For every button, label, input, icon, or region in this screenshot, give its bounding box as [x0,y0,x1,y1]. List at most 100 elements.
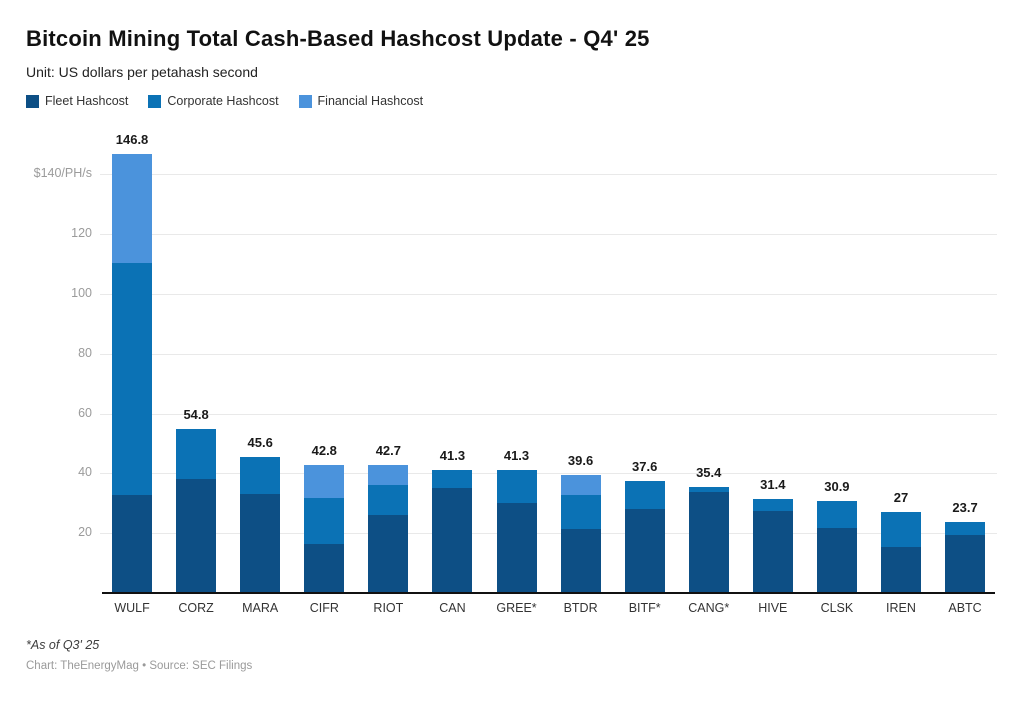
bar-CORZ [176,429,217,593]
x-axis-label-CANG: CANG* [688,601,730,615]
bar-slot-CORZ: 54.8 [164,133,228,593]
x-axis-label-CAN: CAN [439,601,466,615]
bar-total-label: 42.7 [375,443,401,459]
bar-slot-GREE: 41.3 [484,133,548,593]
gridline-140 [100,174,997,176]
bar-segment-corporate-hashcost [496,469,537,504]
bar-total-label: 35.4 [696,465,722,481]
bar-slot-CANG: 35.4 [677,133,741,593]
legend-label: Financial Hashcost [317,94,424,108]
bar-total-label: 54.8 [183,407,209,423]
bar-total-label: 39.6 [567,452,594,468]
bar-IREN [880,512,921,593]
bar-segment-corporate-hashcost [880,512,921,547]
bar-CAN [432,469,473,593]
bars-layer: 146.8 54.8 45.6 42.8 42.7 41.3 41.3 39.6 37.6 35.… [100,132,997,593]
bar-slot-WULF: 146.8 [100,132,164,593]
x-axis-label-BITF: BITF* [628,601,661,615]
bar-segment-fleet-hashcost [945,535,986,593]
bar-slot-HIVE: 31.4 [741,133,805,593]
bar-segment-corporate-hashcost [688,487,729,493]
bar-segment-fleet-hashcost [368,515,409,593]
bar-segment-corporate-hashcost [304,498,345,545]
bar-CANG [688,487,729,593]
bar-HIVE [752,499,793,593]
plot-area: 20 40 60 80 100 120 $140/PH/s 146.8 54.8 45.6 42.… [34,132,997,594]
legend-swatch-icon [26,94,39,108]
bar-segment-fleet-hashcost [816,527,857,593]
bar-segment-corporate-hashcost [176,429,217,479]
footnote: *As of Q3' 25 [26,638,100,652]
bar-total-label: 41.3 [439,447,466,463]
bar-segment-financial-hashcost [304,465,345,499]
bar-total-label: 27 [893,490,909,506]
legend-item-financial-hashcost: Financial Hashcost [298,94,424,108]
bar-segment-corporate-hashcost [240,456,281,495]
gridline-80 [100,353,997,355]
bar-GREE [496,469,537,593]
bar-total-label: 42.8 [311,443,337,459]
bar-segment-financial-hashcost [560,474,601,496]
bar-segment-fleet-hashcost [688,492,729,593]
bar-segment-corporate-hashcost [368,485,409,516]
bar-slot-BITF: 37.6 [613,133,677,593]
bar-slot-CAN: 41.3 [420,133,484,593]
bar-BITF [624,480,665,593]
bar-RIOT [368,465,409,593]
legend-label: Corporate Hashcost [167,94,279,108]
bar-total-label: 23.7 [952,500,978,516]
bar-ABTC [945,522,986,593]
y-tick-label-80: 80 [78,345,92,360]
legend-swatch-icon [298,94,312,108]
bar-segment-corporate-hashcost [816,500,857,528]
gridline-100 [100,294,997,295]
x-axis-label-IREN: IREN [886,601,916,615]
legend: Fleet Hashcost Corporate Hashcost Financia… [26,94,423,108]
x-axis-label-WULF: WULF [114,601,150,615]
bar-CIFR [304,465,345,593]
gridline-120 [100,234,997,236]
y-tick-label-100: 100 [71,286,92,300]
x-axis-label-GREE: GREE* [496,601,537,615]
gridline-40 [100,473,997,475]
bar-segment-fleet-hashcost [112,494,153,593]
bar-total-label: 30.9 [824,478,850,494]
bar-total-label: 31.4 [760,477,786,493]
bar-slot-MARA: 45.6 [228,133,292,593]
bar-segment-fleet-hashcost [560,528,601,593]
bar-total-label: 41.3 [503,447,530,463]
x-axis-label-RIOT: RIOT [373,601,404,615]
bar-MARA [240,456,281,593]
bar-total-label: 37.6 [632,458,658,474]
y-tick-label-140: $140/PH/s [33,166,92,181]
bar-slot-CIFR: 42.8 [292,133,356,593]
bar-segment-corporate-hashcost [624,480,665,510]
legend-item-corporate-hashcost: Corporate Hashcost [148,94,279,108]
bar-segment-fleet-hashcost [176,478,217,593]
bar-segment-corporate-hashcost [945,522,986,536]
x-axis-label-CORZ: CORZ [178,601,214,615]
bar-total-label: 45.6 [247,434,273,450]
bar-segment-fleet-hashcost [496,503,537,593]
bar-segment-corporate-hashcost [112,263,153,495]
bar-BTDR [560,474,601,593]
legend-item-fleet-hashcost: Fleet Hashcost [26,94,128,108]
bar-slot-BTDR: 39.6 [549,133,613,593]
y-tick-label-20: 20 [78,525,92,540]
source-credit: Chart: TheEnergyMag • Source: SEC Filing… [26,660,253,672]
bar-segment-corporate-hashcost [432,469,473,489]
bar-segment-financial-hashcost [368,465,409,486]
bar-total-label: 146.8 [115,132,149,148]
y-tick-label-60: 60 [78,405,92,420]
gridline-60 [100,413,997,415]
bar-slot-RIOT: 42.7 [356,133,420,593]
x-axis-label-ABTC: ABTC [948,601,982,615]
x-axis-label-MARA: MARA [242,601,279,615]
chart-title: Bitcoin Mining Total Cash-Based Hashcost… [26,26,650,51]
bar-segment-fleet-hashcost [432,488,473,593]
x-axis-line [102,592,995,594]
bar-segment-fleet-hashcost [240,494,281,593]
bar-segment-corporate-hashcost [560,495,601,529]
x-axis-label-HIVE: HIVE [758,601,788,615]
x-axis-labels: WULF CORZ MARA CIFR RIOT CAN GREE* BTDR BITF* CAN… [100,601,997,615]
